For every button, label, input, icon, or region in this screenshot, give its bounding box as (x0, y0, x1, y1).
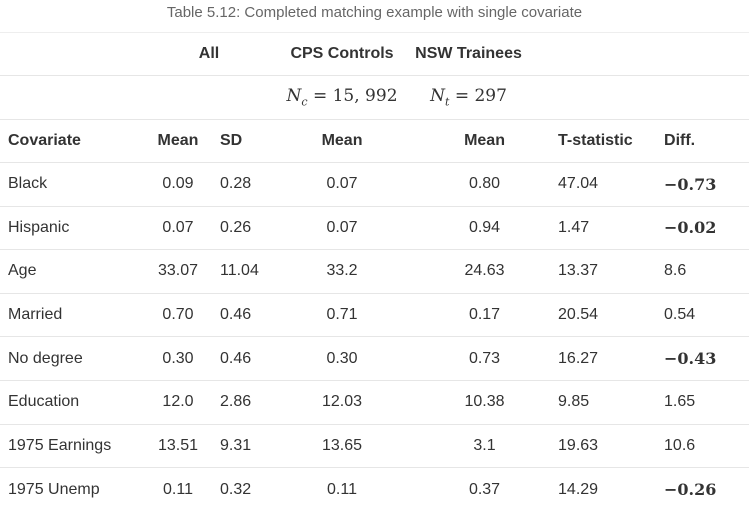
cps-mean-cell: 0.71 (326, 306, 358, 324)
nsw-mean-cell: 10.38 (464, 393, 505, 411)
nsw-sample-size: Nt = 297 (430, 86, 507, 109)
t-statistic-cell: 13.37 (558, 262, 599, 280)
cps-mean-cell: 0.07 (326, 218, 358, 236)
t-statistic-cell: 47.04 (558, 175, 599, 193)
covariate-cell: Black (8, 175, 48, 193)
diff-cell: −0.73 (664, 174, 717, 194)
column-header-row: Covariate Mean SD Mean Mean T-statistic … (0, 119, 749, 163)
all-sd-cell: 0.46 (220, 306, 252, 324)
all-sd-cell: 0.28 (220, 175, 252, 193)
all-sd-cell: 0.32 (220, 480, 252, 498)
group-all: All (198, 45, 220, 62)
cps-sample-size: Nc = 15, 992 (286, 86, 398, 109)
table-row: No degree 0.30 0.46 0.30 0.73 16.27 −0.43 (0, 336, 749, 381)
diff-cell: −0.43 (664, 349, 717, 369)
nsw-mean-cell: 0.17 (468, 306, 501, 324)
nsw-mean-cell: 24.63 (464, 262, 505, 280)
all-mean-cell: 0.11 (163, 480, 193, 498)
col-all-sd: SD (220, 132, 243, 149)
all-mean-cell: 0.30 (162, 349, 194, 367)
diff-cell: 8.6 (664, 262, 687, 280)
diff-cell: 1.65 (664, 393, 696, 411)
table-caption: Table 5.12: Completed matching example w… (166, 4, 583, 21)
sample-size-row: Nc = 15, 992 Nt = 297 (0, 75, 749, 120)
all-sd-cell: 11.04 (220, 262, 259, 280)
table-row: Education 12.0 2.86 12.03 10.38 9.85 1.65 (0, 380, 749, 424)
all-mean-cell: 13.51 (157, 436, 199, 454)
table-row: Married 0.70 0.46 0.71 0.17 20.54 0.54 (0, 293, 749, 337)
diff-cell: 10.6 (664, 436, 696, 454)
all-mean-cell: 12.0 (162, 393, 194, 411)
group-cps-controls: CPS Controls (290, 45, 394, 62)
diff-cell: −0.26 (664, 480, 717, 500)
col-diff: Diff. (664, 132, 696, 149)
covariate-cell: Age (8, 262, 37, 280)
t-statistic-cell: 1.47 (558, 218, 590, 236)
cps-mean-cell: 12.03 (321, 393, 363, 411)
covariate-cell: Married (8, 306, 63, 324)
t-statistic-cell: 14.29 (558, 480, 599, 498)
diff-cell: 0.54 (664, 306, 696, 324)
all-mean-cell: 0.09 (162, 175, 194, 193)
covariate-cell: No degree (8, 349, 83, 367)
t-statistic-cell: 9.85 (558, 393, 590, 411)
table-row: Age 33.07 11.04 33.2 24.63 13.37 8.6 (0, 249, 749, 294)
t-statistic-cell: 19.63 (558, 436, 599, 454)
nsw-mean-cell: 3.1 (473, 436, 496, 454)
all-mean-cell: 0.07 (162, 218, 194, 236)
cps-mean-cell: 0.11 (327, 480, 357, 498)
group-header-row: All CPS Controls NSW Trainees (0, 32, 749, 76)
cps-mean-cell: 33.2 (326, 262, 358, 280)
cps-mean-cell: 0.07 (326, 175, 358, 193)
table-row: 1975 Unemp 0.11 0.32 0.11 0.37 14.29 −0.26 (0, 467, 749, 511)
table-row: 1975 Earnings 13.51 9.31 13.65 3.1 19.63 10.6 (0, 424, 749, 468)
covariate-cell: 1975 Earnings (8, 436, 112, 454)
all-sd-cell: 0.26 (220, 218, 252, 236)
t-statistic-cell: 16.27 (558, 349, 599, 367)
nsw-mean-cell: 0.94 (468, 218, 501, 236)
nsw-mean-cell: 0.37 (468, 480, 501, 498)
all-mean-cell: 0.70 (162, 306, 194, 324)
nsw-mean-cell: 0.73 (468, 349, 501, 367)
covariate-cell: Education (8, 393, 80, 411)
covariate-cell: 1975 Unemp (8, 480, 100, 498)
nsw-mean-cell: 0.80 (468, 175, 501, 193)
covariate-cell: Hispanic (8, 218, 70, 236)
all-sd-cell: 2.86 (220, 393, 252, 411)
all-sd-cell: 0.46 (220, 349, 252, 367)
col-t-statistic: T-statistic (558, 132, 633, 149)
table-row: Black 0.09 0.28 0.07 0.80 47.04 −0.73 (0, 162, 749, 207)
col-cps-mean: Mean (321, 132, 363, 149)
group-nsw-trainees: NSW Trainees (415, 45, 522, 62)
table-row: Hispanic 0.07 0.26 0.07 0.94 1.47 −0.02 (0, 206, 749, 250)
col-all-mean: Mean (157, 132, 199, 149)
diff-cell: −0.02 (664, 218, 717, 238)
all-mean-cell: 33.07 (157, 262, 199, 280)
t-statistic-cell: 20.54 (558, 306, 599, 324)
col-covariate: Covariate (8, 132, 81, 149)
col-nsw-mean: Mean (464, 132, 505, 149)
cps-mean-cell: 0.30 (326, 349, 358, 367)
matching-table: All CPS Controls NSW Trainees Nc = 15, 9… (0, 32, 749, 511)
all-sd-cell: 9.31 (220, 436, 252, 454)
cps-mean-cell: 13.65 (321, 436, 363, 454)
